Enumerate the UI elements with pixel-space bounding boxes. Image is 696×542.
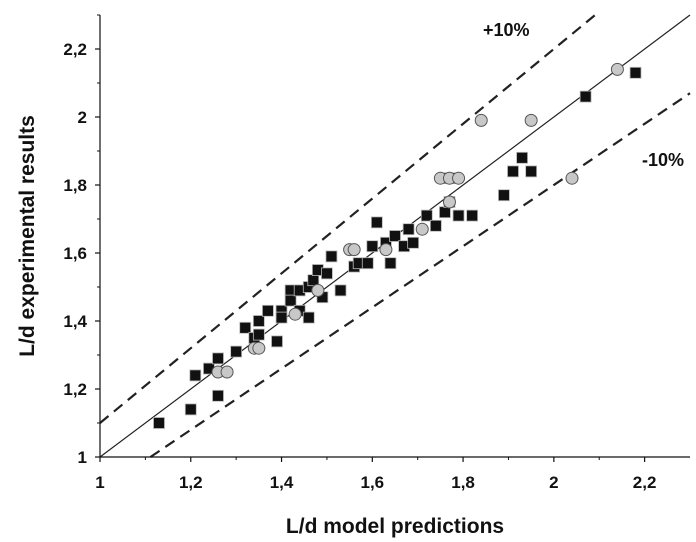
square-marker bbox=[252, 328, 265, 341]
square-marker bbox=[212, 389, 224, 402]
y-tick-label: 1,6 bbox=[63, 244, 87, 263]
y-tick-label: 2,2 bbox=[63, 40, 87, 59]
square-marker bbox=[361, 257, 374, 270]
axes bbox=[95, 14, 690, 462]
square-marker bbox=[389, 230, 401, 242]
y-axis-title: L/d experimental results bbox=[16, 115, 39, 357]
circle-marker bbox=[565, 171, 579, 185]
y-tick-label: 2 bbox=[78, 108, 87, 127]
circle-marker bbox=[610, 62, 624, 76]
x-tick-label: 2 bbox=[549, 473, 558, 492]
circle-marker bbox=[415, 222, 429, 236]
x-tick-label: 1 bbox=[95, 473, 104, 492]
square-marker bbox=[629, 66, 642, 79]
x-tick-label: 1,8 bbox=[451, 473, 475, 492]
square-marker bbox=[153, 417, 165, 429]
circle-marker bbox=[220, 365, 234, 379]
circle-marker bbox=[452, 171, 466, 185]
square-marker bbox=[429, 219, 442, 232]
square-marker bbox=[366, 240, 379, 253]
square-marker bbox=[239, 321, 252, 334]
square-marker bbox=[525, 165, 538, 178]
circle-marker bbox=[442, 195, 456, 209]
square-marker bbox=[407, 236, 420, 249]
square-marker bbox=[516, 151, 528, 164]
minus-10-percent-label: -10% bbox=[642, 150, 684, 170]
square-marker bbox=[507, 165, 519, 178]
square-marker bbox=[189, 369, 202, 382]
square-marker bbox=[498, 189, 510, 202]
x-tick-label: 2,2 bbox=[633, 473, 657, 492]
x-tick-label: 1,6 bbox=[360, 473, 384, 492]
square-marker bbox=[262, 304, 274, 317]
square-marker bbox=[284, 294, 297, 307]
square-marker bbox=[252, 315, 265, 327]
x-tick-label: 1,4 bbox=[270, 473, 294, 492]
chart-text: 1 1,2 1,4 1,6 1,8 2 2,2 1 1,2 1,4 1,6 1,8 2 2,2 L/d mo… bbox=[16, 20, 684, 538]
square-marker bbox=[325, 250, 338, 263]
square-marker bbox=[184, 403, 197, 416]
circle-marker bbox=[474, 113, 488, 127]
x-tick-label: 1,2 bbox=[179, 473, 203, 492]
reference-line-minus-10-percent bbox=[149, 92, 691, 458]
circle-marker bbox=[288, 307, 302, 321]
plus-10-percent-label: +10% bbox=[483, 20, 530, 40]
square-marker bbox=[321, 267, 333, 280]
circle-marker bbox=[379, 243, 393, 257]
square-marker bbox=[452, 209, 465, 222]
square-marker bbox=[334, 284, 347, 297]
data-points bbox=[153, 62, 642, 429]
square-marker bbox=[302, 311, 315, 324]
y-tick-label: 1,8 bbox=[63, 176, 87, 195]
y-tick-label: 1,2 bbox=[63, 380, 87, 399]
circle-marker bbox=[311, 283, 325, 297]
circle-marker bbox=[524, 113, 538, 127]
square-marker bbox=[275, 311, 288, 324]
square-marker bbox=[579, 90, 592, 103]
y-tick-label: 1,4 bbox=[63, 312, 87, 331]
square-marker bbox=[271, 335, 283, 348]
square-marker bbox=[212, 352, 224, 365]
reference-line-plus-10-percent bbox=[99, 14, 596, 424]
square-marker bbox=[402, 223, 415, 236]
square-marker bbox=[466, 209, 479, 222]
square-marker bbox=[230, 345, 243, 358]
y-tick-label: 1 bbox=[78, 448, 87, 467]
square-marker bbox=[384, 257, 397, 270]
square-marker bbox=[420, 209, 433, 222]
square-marker bbox=[370, 216, 383, 229]
circle-marker bbox=[347, 243, 361, 257]
x-axis-title: L/d model predictions bbox=[286, 515, 504, 538]
circle-marker bbox=[252, 341, 266, 355]
